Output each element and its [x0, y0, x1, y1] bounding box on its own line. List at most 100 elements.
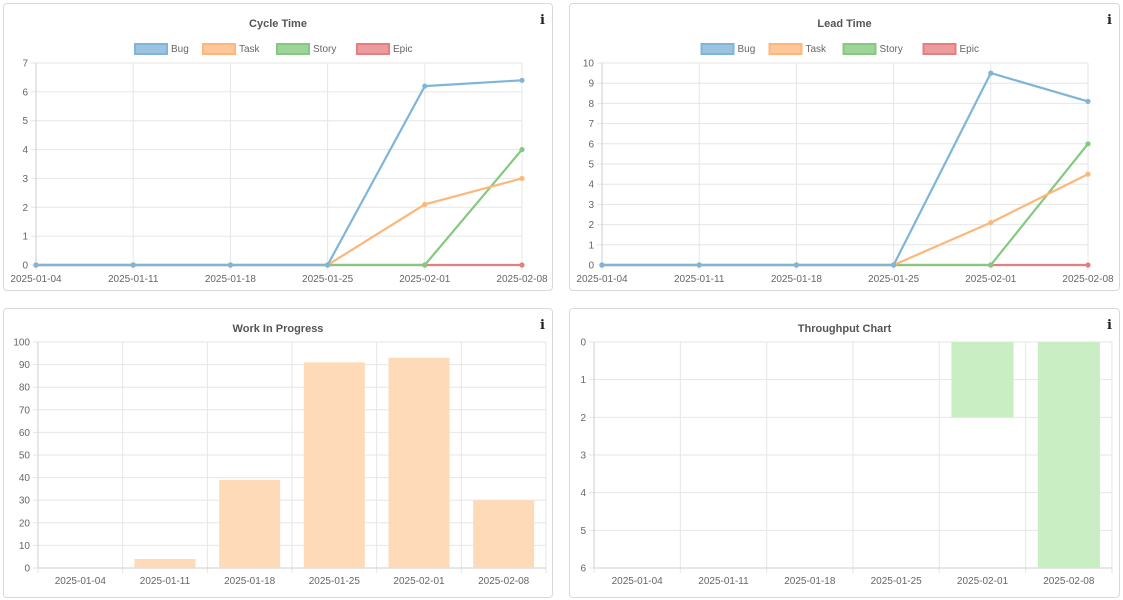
- series-line-task: [36, 177, 523, 267]
- y-tick-label: 9: [588, 79, 594, 90]
- x-tick-label: 2025-02-08: [1043, 576, 1095, 587]
- y-tick-label: 50: [19, 451, 31, 462]
- data-point-epic: [519, 262, 525, 268]
- x-tick-label: 2025-01-18: [224, 576, 276, 587]
- x-tick-label: 2025-02-08: [478, 576, 530, 587]
- y-tick-label: 2: [22, 203, 28, 214]
- y-tick-label: 3: [22, 174, 28, 185]
- info-icon[interactable]: i: [1107, 318, 1112, 333]
- throughput-panel: Throughput Chart i 0 1 2 3 4 5 6 2025-01-04 2025…: [569, 308, 1120, 598]
- y-tick-label: 1: [22, 232, 28, 243]
- y-tick-label: 100: [13, 338, 30, 349]
- bar: [951, 342, 1014, 418]
- y-tick-label: 6: [588, 139, 594, 150]
- x-tick-label: 2025-01-18: [771, 274, 823, 285]
- y-tick-label: 10: [583, 59, 595, 70]
- bar: [303, 362, 365, 568]
- cycle-time-chart: 0 1 2 3 4 5 6 7 2025-01-04 2025-01-11 2025-01-18 20…: [10, 43, 548, 285]
- legend-swatch-task: [768, 43, 803, 55]
- x-tick-label: 2025-01-11: [140, 576, 191, 587]
- x-tick-label: 2025-01-11: [674, 274, 725, 285]
- x-tick-label: 2025-02-08: [496, 274, 548, 285]
- data-point-bug: [793, 262, 799, 268]
- x-tick-label: 2025-01-25: [302, 274, 354, 285]
- data-point-bug: [599, 262, 605, 268]
- y-tick-label: 1: [580, 375, 586, 386]
- series-line-task: [602, 173, 1089, 267]
- y-tick-label: 20: [19, 518, 31, 529]
- cycle-time-title: Cycle Time: [249, 18, 307, 30]
- y-tick-label: 7: [22, 59, 28, 70]
- data-point-story: [988, 262, 994, 268]
- bar: [388, 357, 450, 568]
- y-tick-label: 7: [588, 119, 594, 130]
- x-tick-label: 2025-01-11: [698, 576, 749, 587]
- data-point-story: [1085, 141, 1091, 147]
- legend-label-bug: Bug: [738, 44, 756, 55]
- y-tick-label: 2: [580, 413, 586, 424]
- lead-time-panel: Lead Time i 0 1 2 3 4 5 6 7 8 9 10 2025-01-04 2025-0…: [569, 3, 1120, 291]
- legend-swatch-bug: [700, 43, 735, 55]
- data-point-bug: [696, 262, 702, 268]
- x-tick-label: 2025-01-04: [10, 274, 62, 285]
- y-tick-label: 5: [22, 116, 28, 127]
- throughput-chart: 0 1 2 3 4 5 6 2025-01-04 2025-01-11 2025-01-18 202…: [580, 338, 1113, 587]
- bar: [219, 479, 281, 568]
- y-tick-label: 30: [19, 496, 31, 507]
- legend-swatch-task: [202, 43, 236, 55]
- x-tick-label: 2025-02-01: [393, 576, 445, 587]
- data-point-bug: [988, 70, 994, 76]
- info-icon[interactable]: i: [1107, 13, 1112, 28]
- work-in-progress-panel: Work In Progress i 0 10 20 30 40 50 60 70 80 90 10…: [3, 308, 553, 598]
- y-tick-label: 4: [22, 145, 28, 156]
- data-point-story: [422, 262, 428, 268]
- data-point-bug: [891, 262, 897, 268]
- y-tick-label: 10: [19, 541, 31, 552]
- x-tick-label: 2025-02-01: [965, 274, 1017, 285]
- legend-label-epic: Epic: [393, 44, 412, 55]
- legend-label-task: Task: [806, 44, 828, 55]
- data-point-task: [1085, 171, 1091, 177]
- x-tick-label: 2025-01-18: [205, 274, 257, 285]
- data-point-bug: [130, 262, 136, 268]
- data-point-task: [988, 219, 994, 226]
- data-point-bug: [519, 77, 525, 83]
- y-tick-label: 70: [19, 405, 31, 416]
- legend-swatch-epic: [356, 43, 390, 55]
- lead-time-chart: 0 1 2 3 4 5 6 7 8 9 10 2025-01-04 2025-01-11 2025-01-…: [576, 43, 1114, 285]
- x-tick-label: 2025-01-25: [871, 576, 923, 587]
- x-tick-label: 2025-02-08: [1062, 274, 1114, 285]
- data-point-task: [519, 175, 525, 182]
- x-tick-label: 2025-01-04: [612, 576, 664, 587]
- x-tick-label: 2025-01-25: [868, 274, 920, 285]
- y-tick-label: 0: [24, 564, 30, 575]
- legend-label-story: Story: [313, 44, 336, 55]
- y-tick-label: 5: [588, 160, 594, 171]
- y-tick-label: 5: [580, 526, 586, 537]
- info-icon[interactable]: i: [540, 13, 545, 28]
- y-tick-label: 3: [588, 200, 594, 211]
- y-tick-label: 6: [580, 564, 586, 575]
- y-tick-label: 0: [580, 338, 586, 349]
- legend-swatch-story: [276, 43, 310, 55]
- y-tick-label: 8: [588, 99, 594, 110]
- y-tick-label: 4: [580, 488, 586, 499]
- work-in-progress-title: Work In Progress: [232, 323, 324, 335]
- bar: [1037, 342, 1100, 568]
- x-tick-label: 2025-01-04: [55, 576, 107, 587]
- data-point-bug: [227, 262, 233, 268]
- legend-swatch-bug: [134, 43, 168, 55]
- x-tick-label: 2025-02-01: [399, 274, 451, 285]
- bar: [473, 500, 535, 568]
- info-icon[interactable]: i: [540, 318, 545, 333]
- y-tick-label: 40: [19, 473, 31, 484]
- legend-label-epic: Epic: [960, 44, 979, 55]
- y-tick-label: 0: [588, 261, 594, 272]
- y-tick-label: 6: [22, 87, 28, 98]
- legend-label-story: Story: [880, 44, 903, 55]
- series-line-bug: [36, 79, 523, 267]
- data-point-epic: [1085, 262, 1091, 268]
- x-tick-label: 2025-02-01: [957, 576, 1009, 587]
- lead-time-title: Lead Time: [817, 18, 872, 30]
- y-tick-label: 60: [19, 428, 31, 439]
